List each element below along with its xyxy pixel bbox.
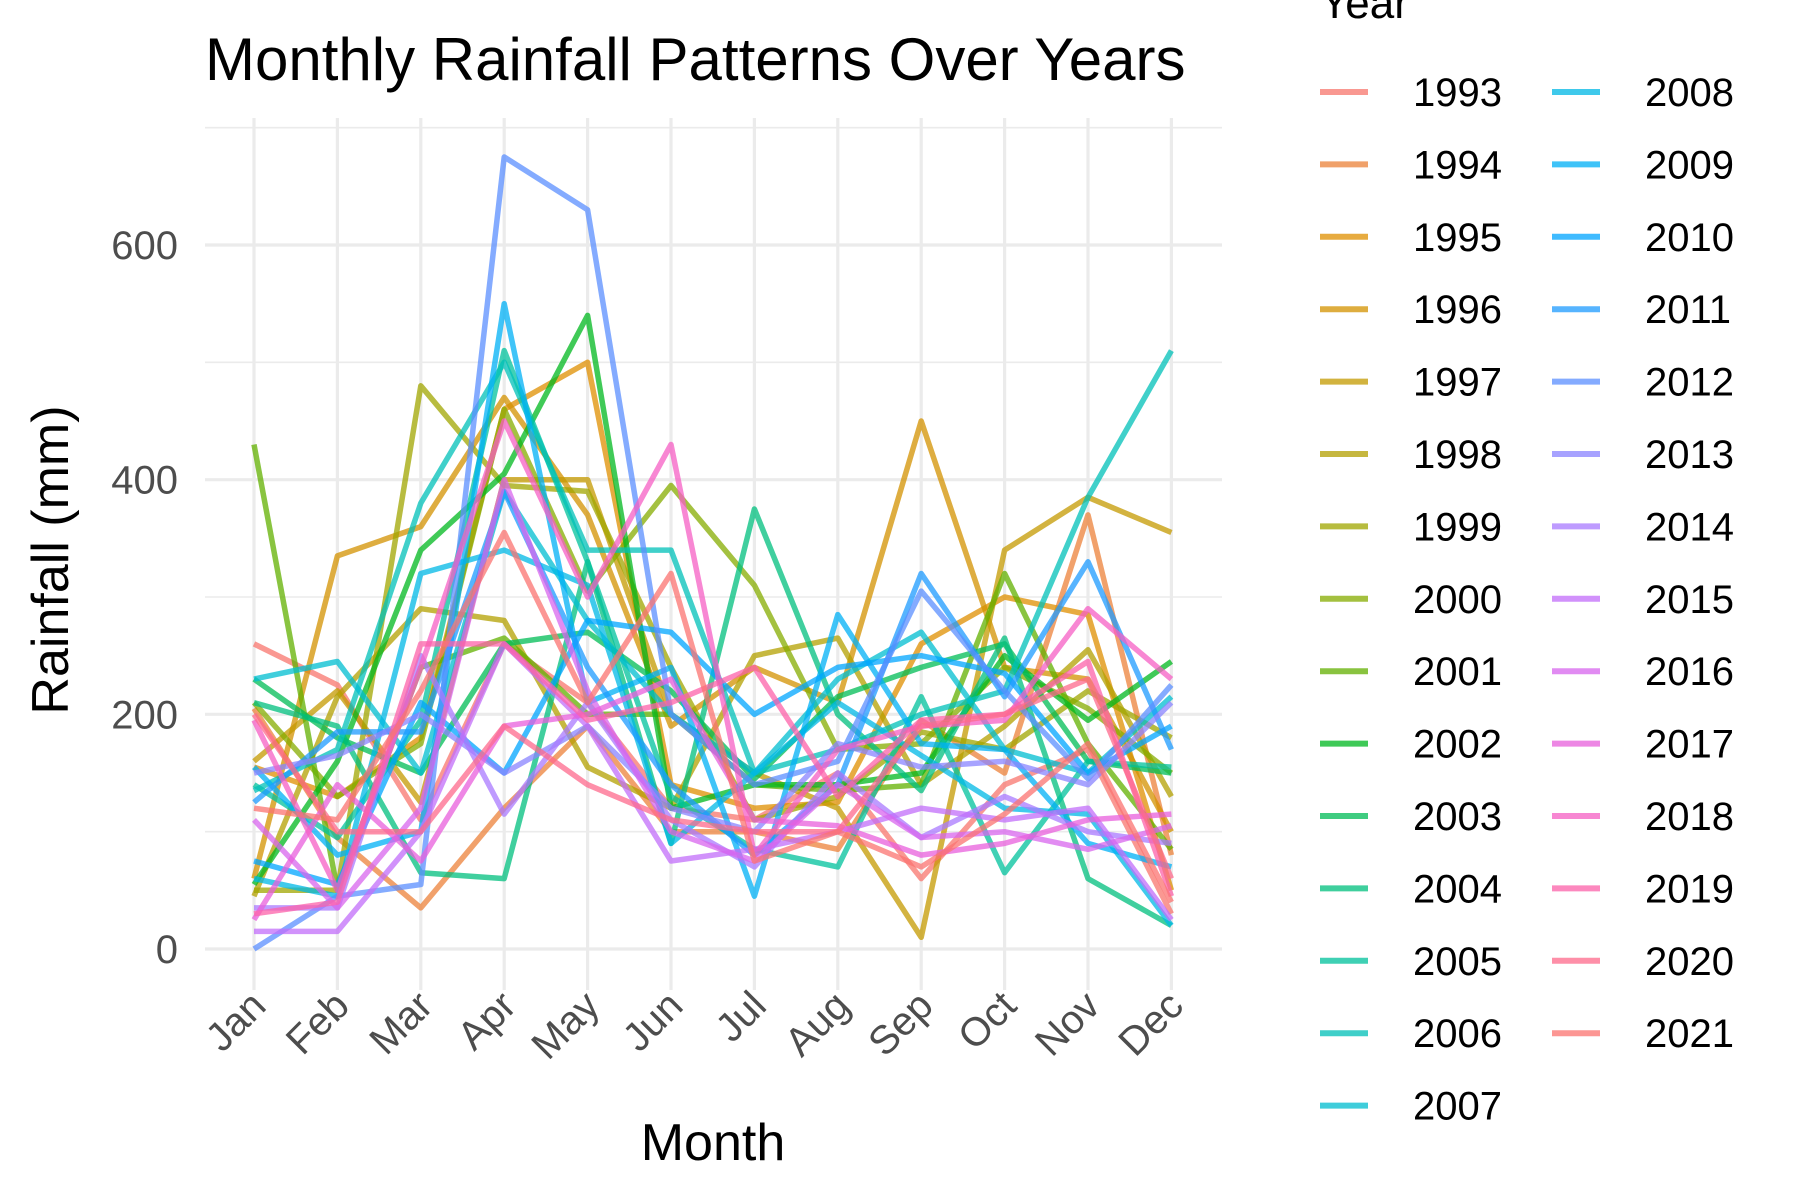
series-line-2017 (251, 676, 1172, 922)
x-tick-label: Nov (1027, 983, 1108, 1064)
legend-item-2016: 2016 (1552, 650, 1734, 694)
series-line-2007 (253, 488, 1174, 776)
series-lines (251, 154, 1175, 952)
legend-label: 2006 (1413, 1012, 1502, 1056)
legend-label: 2011 (1645, 288, 1731, 332)
legend-label: 2000 (1413, 578, 1502, 622)
legend-label: 2001 (1413, 650, 1502, 694)
x-tick-label: Sep (860, 983, 941, 1064)
legend-label: 2003 (1413, 795, 1502, 839)
legend-title: Year (1320, 0, 1409, 28)
legend-item-2020: 2020 (1552, 940, 1734, 984)
grid (205, 118, 1222, 990)
series-line-2016 (252, 476, 1173, 911)
legend-item-2007: 2007 (1320, 1085, 1502, 1129)
legend-label: 2015 (1645, 578, 1734, 622)
legend-label: 2016 (1645, 650, 1734, 694)
legend: Year 1993 1994 1995 1996 1997 1998 1999 2000 200… (1320, 0, 1734, 1129)
legend-item-2013: 2013 (1552, 433, 1734, 477)
legend-label: 2002 (1413, 723, 1502, 767)
legend-item-2010: 2010 (1552, 216, 1734, 260)
legend-label: 2019 (1645, 867, 1734, 911)
x-tick-label: Jul (707, 983, 774, 1050)
x-tick-label: Apr (449, 983, 524, 1058)
legend-label: 1993 (1413, 71, 1502, 115)
legend-label: 2021 (1645, 1012, 1734, 1056)
x-axis-title: Month (641, 1114, 786, 1172)
legend-item-1994: 1994 (1320, 143, 1502, 187)
legend-item-1997: 1997 (1320, 361, 1502, 405)
x-tick-label: Dec (1110, 983, 1191, 1064)
y-tick-labels: 0 200 400 600 (111, 224, 178, 972)
legend-item-1998: 1998 (1320, 433, 1502, 477)
x-tick-label: Aug (777, 983, 858, 1064)
chart-title: Monthly Rainfall Patterns Over Years (205, 26, 1185, 93)
legend-item-1999: 1999 (1320, 505, 1502, 549)
legend-label: 2010 (1645, 216, 1734, 260)
legend-item-2017: 2017 (1552, 723, 1734, 767)
legend-label: 1996 (1413, 288, 1502, 332)
legend-item-2015: 2015 (1552, 578, 1734, 622)
legend-item-2001: 2001 (1320, 650, 1502, 694)
legend-item-2009: 2009 (1552, 143, 1734, 187)
legend-label: 2009 (1645, 143, 1734, 187)
x-tick-label: May (523, 983, 608, 1068)
legend-item-2003: 2003 (1320, 795, 1502, 839)
legend-label: 2005 (1413, 940, 1502, 984)
legend-item-2005: 2005 (1320, 940, 1502, 984)
legend-label: 2013 (1645, 433, 1734, 477)
x-tick-label: Mar (361, 983, 441, 1063)
legend-label: 1999 (1413, 505, 1502, 549)
legend-item-2012: 2012 (1552, 361, 1734, 405)
legend-item-2006: 2006 (1320, 1012, 1502, 1056)
legend-label: 2004 (1413, 867, 1502, 911)
legend-items: 1993 1994 1995 1996 1997 1998 1999 2000 2001 2002… (1320, 71, 1734, 1129)
x-tick-label: Feb (278, 983, 358, 1063)
legend-item-2004: 2004 (1320, 867, 1502, 911)
legend-label: 1998 (1413, 433, 1502, 477)
legend-item-1996: 1996 (1320, 288, 1502, 332)
legend-item-2018: 2018 (1552, 795, 1734, 839)
legend-label: 1994 (1413, 143, 1502, 187)
legend-item-2002: 2002 (1320, 723, 1502, 767)
legend-label: 2007 (1413, 1085, 1502, 1129)
legend-item-2008: 2008 (1552, 71, 1734, 115)
y-tick-label: 0 (156, 928, 178, 972)
x-tick-label: Jun (615, 983, 692, 1060)
legend-label: 1997 (1413, 361, 1502, 405)
y-tick-label: 400 (111, 459, 178, 503)
y-tick-label: 600 (111, 224, 178, 268)
y-axis-title: Rainfall (mm) (22, 405, 80, 714)
legend-item-2011: 2011 (1552, 288, 1731, 332)
series-line-2008 (253, 547, 1174, 928)
y-tick-label: 200 (111, 693, 178, 737)
legend-item-2019: 2019 (1552, 867, 1734, 911)
legend-label: 2018 (1645, 795, 1734, 839)
series-line-2021 (253, 529, 1174, 904)
legend-label: 2014 (1645, 505, 1734, 549)
legend-item-1995: 1995 (1320, 216, 1502, 260)
legend-item-2000: 2000 (1320, 578, 1502, 622)
x-tick-label: Jan (198, 983, 275, 1060)
series-line-1993 (252, 641, 1174, 916)
legend-label: 2017 (1645, 723, 1734, 767)
legend-label: 1995 (1413, 216, 1502, 260)
series-line-2020 (251, 676, 1174, 880)
series-line-1994 (251, 512, 1175, 911)
legend-label: 2012 (1645, 361, 1734, 405)
legend-item-2014: 2014 (1552, 505, 1734, 549)
legend-item-1993: 1993 (1320, 71, 1502, 115)
series-line-2013 (253, 700, 1174, 835)
legend-item-2021: 2021 (1552, 1012, 1734, 1056)
series-line-2018 (251, 418, 1174, 894)
series-line-2002 (251, 312, 1173, 887)
legend-label: 2008 (1645, 71, 1734, 115)
x-tick-label: Oct (950, 983, 1025, 1058)
legend-label: 2020 (1645, 940, 1734, 984)
